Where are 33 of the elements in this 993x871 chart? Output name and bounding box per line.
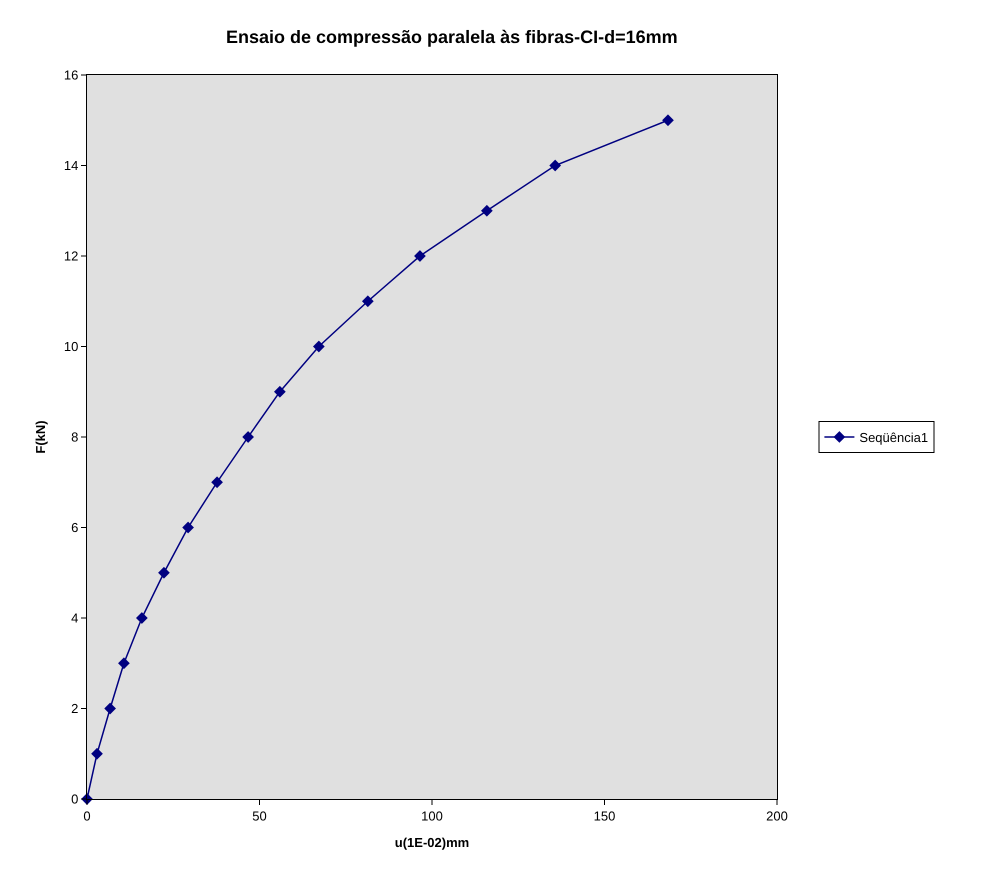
point <box>362 295 374 308</box>
point <box>312 340 325 352</box>
y-tick-label: 10 <box>64 339 78 354</box>
point <box>481 204 493 217</box>
point <box>91 748 103 760</box>
x-axis-title: u(1E-02)mm <box>394 835 470 850</box>
x-tick-label: 200 <box>766 808 788 824</box>
x-tick-label: 150 <box>594 808 616 824</box>
point <box>274 386 286 398</box>
point <box>104 702 116 714</box>
y-tick-label: 14 <box>64 158 78 174</box>
x-tick-label: 50 <box>252 808 267 824</box>
point <box>414 250 426 262</box>
point <box>118 657 130 670</box>
y-tick-label: 6 <box>71 520 78 536</box>
chart-title: Ensaio de compressão paralela às fibras-CI-d=16mm <box>226 27 678 48</box>
x-tick-label: 0 <box>83 808 91 824</box>
point <box>136 612 148 624</box>
point <box>211 476 223 488</box>
y-axis-title: F(kN) <box>32 420 48 454</box>
y-tick-label: 16 <box>64 68 78 83</box>
point <box>242 431 254 443</box>
legend-label: Seqüência1 <box>859 430 928 446</box>
y-tick-label: 12 <box>64 248 78 264</box>
y-tick-label: 4 <box>71 610 78 626</box>
point <box>662 114 674 126</box>
x-tick-label: 100 <box>421 808 443 824</box>
point <box>182 522 194 534</box>
y-tick-label: 8 <box>71 430 78 445</box>
y-tick-label: 0 <box>71 792 78 807</box>
point <box>158 566 170 579</box>
y-tick-label: 2 <box>71 701 78 716</box>
point <box>549 160 562 172</box>
